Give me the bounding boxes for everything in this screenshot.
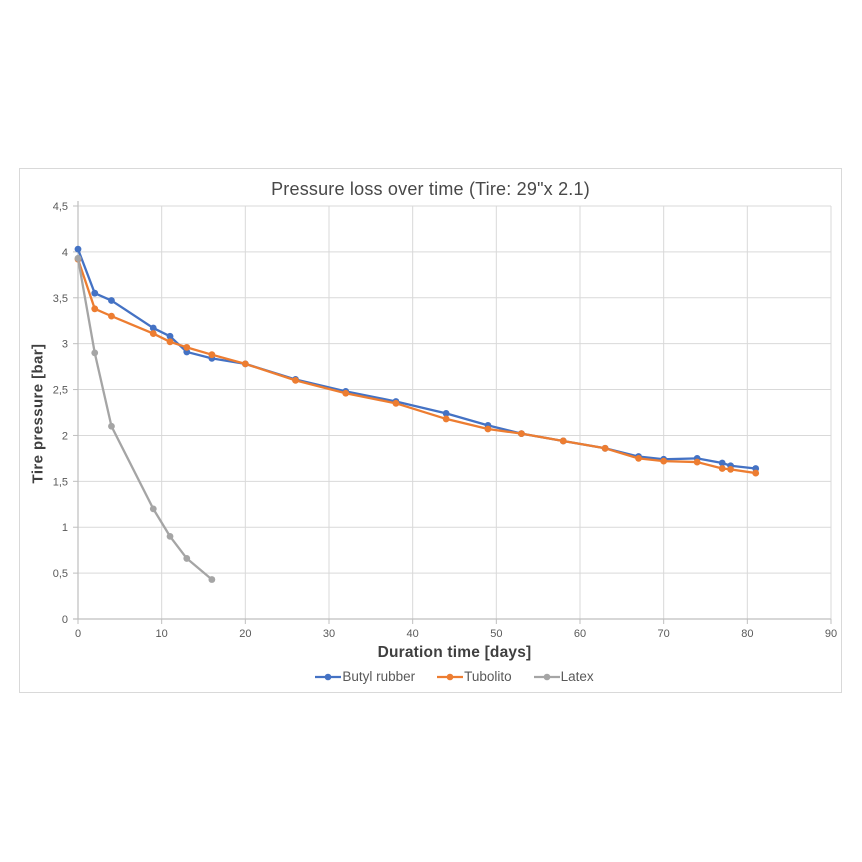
y-tick-label: 3 [62,339,68,351]
data-point-butyl-rubber [74,245,82,253]
legend-item-latex: Latex [533,669,594,684]
x-tick-label: 20 [239,628,251,640]
data-point-tubolito [601,444,609,452]
data-point-butyl-rubber [149,324,157,332]
x-tick-label: 10 [156,628,168,640]
x-tick-label: 70 [658,628,670,640]
data-point-latex [91,349,99,357]
data-point-latex [166,533,174,540]
chart-title: Pressure loss over time (Tire: 29"x 2.1) [271,179,590,199]
x-tick-label: 0 [75,628,81,640]
data-point-tubolito [660,457,668,465]
legend-marker-icon-butyl-rubber [315,673,342,680]
legend: Butyl rubber Tubolito Latex [78,669,831,684]
y-tick-label: 0,5 [53,568,68,580]
data-point-butyl-rubber [108,297,115,304]
data-point-tubolito [484,425,492,433]
y-tick-label: 4 [62,247,68,259]
y-tick-label: 2 [62,430,68,442]
y-tick-label: 4,5 [53,201,68,213]
data-point-tubolito [518,430,525,438]
data-point-tubolito [693,458,701,466]
data-point-tubolito [392,399,400,407]
series-line-butyl-rubber [76,247,757,470]
legend-marker-icon-latex [533,673,560,680]
data-point-tubolito [727,466,734,473]
data-point-tubolito [752,469,760,477]
legend-item-butyl-rubber: Butyl rubber [315,669,415,684]
data-point-butyl-rubber [91,289,99,297]
data-point-tubolito [91,305,99,313]
data-point-tubolito [342,389,350,397]
data-point-butyl-rubber [442,410,450,417]
y-axis-title: Tire pressure [bar] [29,343,47,484]
legend-label: Tubolito [464,669,512,684]
data-point-tubolito [559,437,567,445]
data-point-tubolito [241,360,249,368]
y-tick-label: 2,5 [53,385,68,397]
data-point-tubolito [166,338,174,346]
y-tick-label: 3,5 [53,293,68,305]
x-tick-label: 60 [574,628,586,640]
data-point-tubolito [442,415,450,423]
y-tick-label: 1,5 [53,476,68,488]
x-tick-label: 50 [490,628,502,640]
data-point-latex [108,422,115,430]
data-point-tubolito [635,454,642,462]
x-tick-label: 80 [741,628,753,640]
data-point-butyl-rubber [718,459,726,467]
chart: Pressure loss over time (Tire: 29"x 2.1)… [19,168,842,693]
legend-item-tubolito: Tubolito [437,669,512,684]
legend-marker-icon-tubolito [437,673,464,680]
x-axis-title: Duration time [days] [377,644,532,661]
legend-label: Latex [560,669,594,684]
data-point-tubolito [183,343,191,351]
data-point-tubolito [149,330,157,337]
y-tick-label: 0 [62,614,68,626]
data-point-tubolito [208,351,216,359]
data-point-latex [74,254,82,262]
data-point-latex [183,555,191,562]
x-tick-label: 40 [407,628,419,640]
legend-label: Butyl rubber [342,669,416,684]
data-point-tubolito [108,312,115,320]
x-tick-label: 30 [323,628,335,640]
y-tick-label: 1 [62,522,68,534]
data-point-latex [149,505,157,513]
series-line-tubolito [76,258,757,475]
data-point-latex [208,576,216,583]
x-tick-label: 90 [825,628,837,640]
data-point-tubolito [718,465,726,472]
data-point-tubolito [292,376,299,384]
plot-area: 0 10 20 30 40 50 60 70 80 90 0 0,5 1 1,5 2 2,5 3 3,5 4 4,5 [53,201,837,640]
data-point-butyl-rubber [166,332,174,340]
series-line-latex [76,257,214,581]
